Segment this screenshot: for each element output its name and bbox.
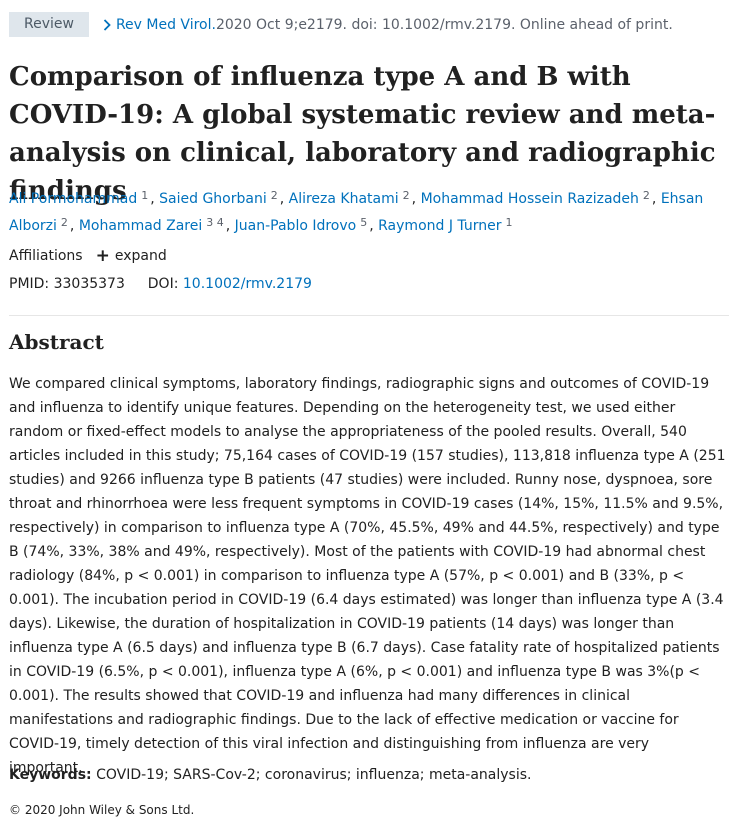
author-link[interactable]: Ehsan Alborzi bbox=[9, 191, 704, 234]
plus-icon: + bbox=[95, 246, 110, 266]
keywords-row: Keywords: COVID-19; SARS-Cov-2; coronavi… bbox=[9, 767, 531, 783]
citation-details: 2020 Oct 9;e2179. doi: 10.1002/rmv.2179.… bbox=[215, 16, 673, 33]
pmid-label: PMID: bbox=[9, 276, 50, 292]
affiliation-number[interactable]: 2 bbox=[270, 189, 278, 202]
author-link[interactable]: Saied Ghorbani bbox=[159, 191, 267, 207]
author-link[interactable]: Mohammad Hossein Razizadeh bbox=[420, 191, 639, 207]
affiliations-label: Affiliations bbox=[9, 248, 83, 264]
abstract-text: We compared clinical symptoms, laborator… bbox=[9, 376, 726, 776]
doi-link[interactable]: 10.1002/rmv.2179 bbox=[182, 276, 312, 292]
author-link[interactable]: Ali Pormohammad bbox=[9, 191, 138, 207]
author-separator: , bbox=[651, 191, 661, 207]
author-separator: , bbox=[411, 191, 421, 207]
journal-link[interactable]: Rev Med Virol. bbox=[103, 17, 216, 33]
affiliation-number[interactable]: 2 bbox=[60, 216, 68, 229]
affiliation-number[interactable]: 2 bbox=[402, 189, 410, 202]
section-divider bbox=[9, 315, 729, 316]
identifiers-row: PMID: 33035373 DOI: 10.1002/rmv.2179 bbox=[9, 276, 312, 292]
author-separator: , bbox=[69, 218, 79, 234]
author-link[interactable]: Alireza Khatami bbox=[288, 191, 399, 207]
author-separator: , bbox=[225, 218, 235, 234]
chevron-right-icon bbox=[103, 18, 111, 31]
author-link[interactable]: Mohammad Zarei bbox=[78, 218, 203, 234]
affiliation-number[interactable]: 1 bbox=[505, 216, 513, 229]
keywords-text: COVID-19; SARS-Cov-2; coronavirus; influ… bbox=[91, 767, 532, 783]
author-link[interactable]: Raymond J Turner bbox=[378, 218, 502, 234]
author-list: Ali Pormohammad 1, Saied Ghorbani 2, Alire… bbox=[9, 184, 721, 238]
author-separator: , bbox=[279, 191, 289, 207]
author-separator: , bbox=[369, 218, 379, 234]
expand-affiliations-button[interactable]: + expand bbox=[95, 246, 167, 266]
doi-label: DOI: bbox=[147, 276, 179, 292]
citation-row: Review Rev Med Virol. 2020 Oct 9;e2179. … bbox=[9, 12, 673, 37]
keywords-label: Keywords: bbox=[9, 767, 92, 783]
journal-name[interactable]: Rev Med Virol. bbox=[115, 16, 216, 33]
abstract-heading: Abstract bbox=[9, 330, 104, 354]
affiliation-number[interactable]: 3 4 bbox=[206, 216, 224, 229]
article-type-badge: Review bbox=[9, 12, 89, 37]
affiliation-number[interactable]: 5 bbox=[360, 216, 368, 229]
expand-label[interactable]: expand bbox=[114, 248, 167, 264]
article-title: Comparison of influenza type A and B wit… bbox=[9, 62, 716, 206]
author-separator: , bbox=[150, 191, 160, 207]
affiliation-number[interactable]: 1 bbox=[141, 189, 149, 202]
author-link[interactable]: Juan-Pablo Idrovo bbox=[234, 218, 357, 234]
pmid-value: 33035373 bbox=[53, 276, 125, 292]
affiliations-row: Affiliations + expand bbox=[9, 246, 167, 266]
copyright-notice: © 2020 John Wiley & Sons Ltd. bbox=[9, 803, 195, 817]
affiliation-number[interactable]: 2 bbox=[642, 189, 650, 202]
